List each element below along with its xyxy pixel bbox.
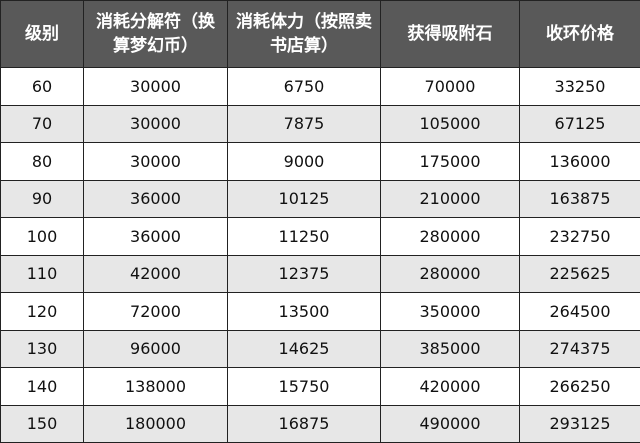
table-cell: 80 [1,143,84,181]
table-cell: 42000 [84,255,228,293]
table-cell: 280000 [381,255,520,293]
table-cell: 70 [1,105,84,143]
column-header: 消耗分解符（换算梦幻币） [84,1,228,68]
table-cell: 15750 [228,368,381,406]
table-cell: 264500 [520,293,640,331]
table-cell: 30000 [84,143,228,181]
table-cell: 163875 [520,180,640,218]
table-cell: 13500 [228,293,381,331]
column-header: 获得吸附石 [381,1,520,68]
table-cell: 36000 [84,218,228,256]
table-cell: 7875 [228,105,381,143]
table-cell: 12375 [228,255,381,293]
table-cell: 70000 [381,68,520,106]
table-cell: 280000 [381,218,520,256]
table-cell: 11250 [228,218,381,256]
table-cell: 130 [1,330,84,368]
column-header: 收环价格 [520,1,640,68]
table-cell: 9000 [228,143,381,181]
table-cell: 274375 [520,330,640,368]
table-cell: 16875 [228,405,381,443]
table-cell: 150 [1,405,84,443]
table-cell: 490000 [381,405,520,443]
table-cell: 72000 [84,293,228,331]
table-cell: 100 [1,218,84,256]
table-cell: 210000 [381,180,520,218]
table-cell: 140 [1,368,84,406]
table-cell: 60 [1,68,84,106]
column-header: 级别 [1,1,84,68]
table-cell: 266250 [520,368,640,406]
table-cell: 33250 [520,68,640,106]
column-header: 消耗体力（按照卖书店算） [228,1,381,68]
table-cell: 350000 [381,293,520,331]
table-cell: 30000 [84,68,228,106]
table-cell: 293125 [520,405,640,443]
table-cell: 175000 [381,143,520,181]
table-cell: 6750 [228,68,381,106]
table-cell: 120 [1,293,84,331]
table-cell: 110 [1,255,84,293]
table-cell: 90 [1,180,84,218]
table-cell: 36000 [84,180,228,218]
table-cell: 180000 [84,405,228,443]
header-row: 级别消耗分解符（换算梦幻币）消耗体力（按照卖书店算）获得吸附石收环价格 [1,1,640,68]
table-cell: 232750 [520,218,640,256]
table-cell: 14625 [228,330,381,368]
table-cell: 10125 [228,180,381,218]
table-cell: 385000 [381,330,520,368]
table-cell: 225625 [520,255,640,293]
table-cell: 138000 [84,368,228,406]
table-cell: 67125 [520,105,640,143]
table-cell: 30000 [84,105,228,143]
table-cell: 105000 [381,105,520,143]
table-cell: 420000 [381,368,520,406]
table-cell: 96000 [84,330,228,368]
table-cell: 136000 [520,143,640,181]
